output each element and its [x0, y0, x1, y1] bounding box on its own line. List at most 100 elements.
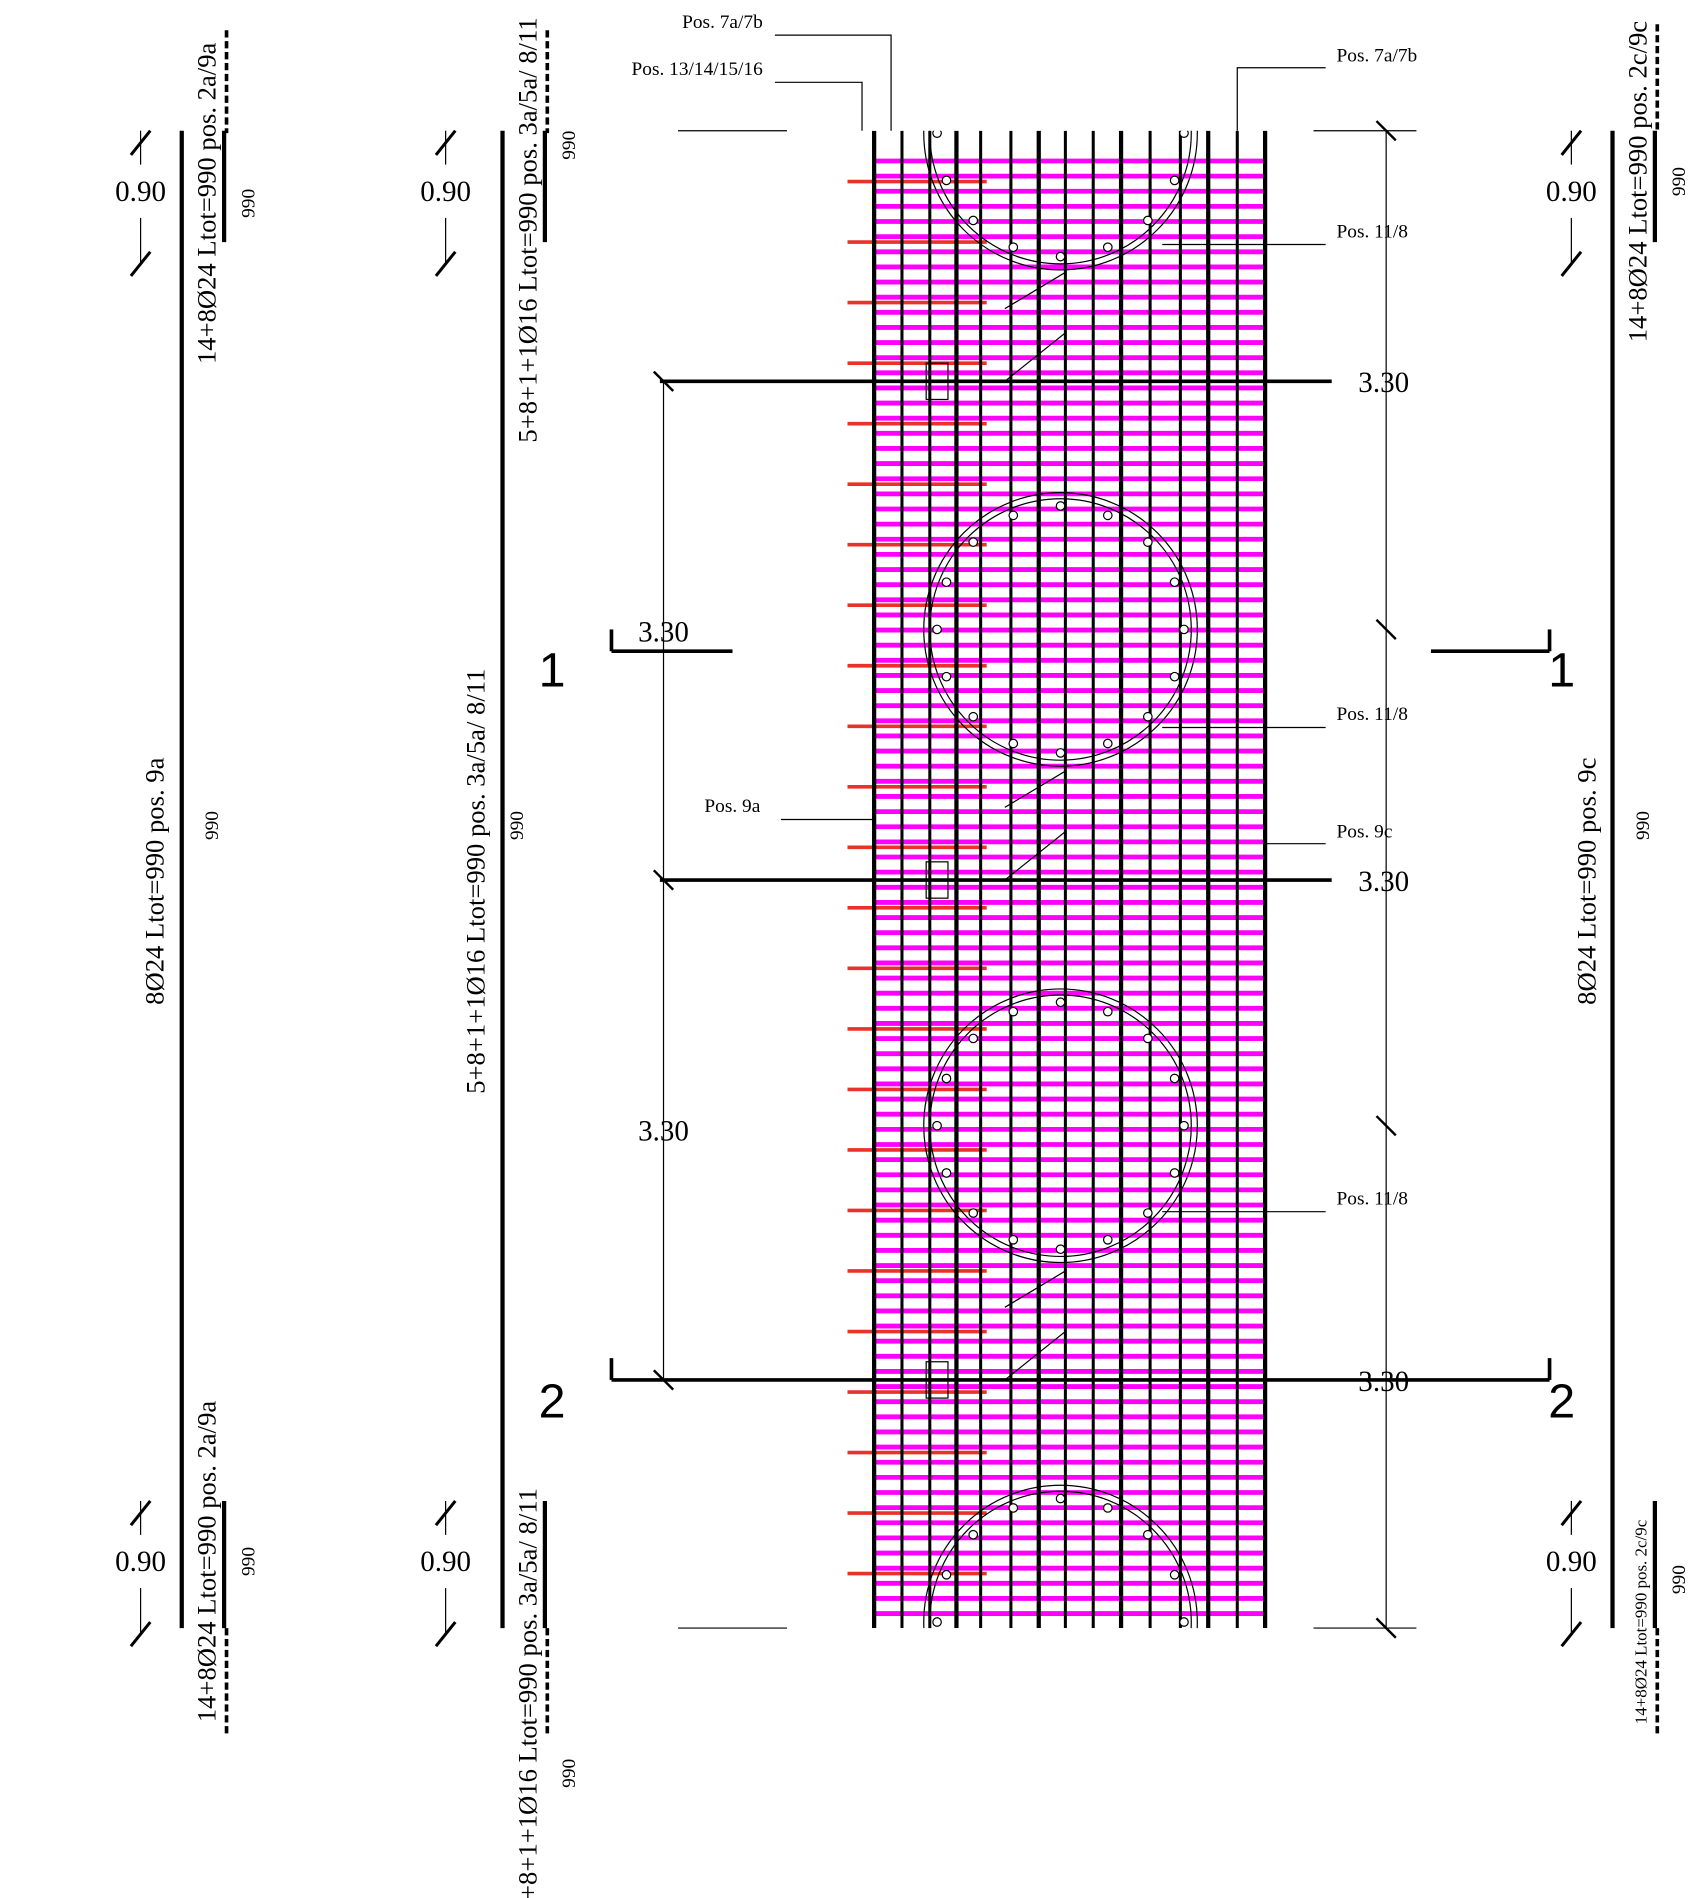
- line: [1560, 1621, 1583, 1648]
- diagonal-bar: [1004, 1269, 1066, 1381]
- pile-bar: [1008, 510, 1019, 521]
- pile-bar: [1055, 501, 1066, 511]
- dimension-lines: [129, 24, 1660, 1738]
- callout: Pos. 13/14/15/16: [632, 59, 764, 80]
- pile: [923, 1484, 1198, 1629]
- line: [1560, 250, 1583, 277]
- bar-label: 8Ø24 Ltot=990 pos. 9a: [140, 757, 170, 1004]
- pile-bar: [1055, 1244, 1066, 1255]
- pile-bar: [1056, 5, 1064, 13]
- section-label: 2: [539, 1374, 566, 1428]
- pile-bar: [1143, 1529, 1153, 1540]
- line: [1375, 1115, 1397, 1137]
- bar-label: 990: [1669, 167, 1690, 196]
- bar-label: 14+8Ø24 Ltot=990 pos. 2c/9c: [1622, 21, 1652, 342]
- dim-label: 0.90: [420, 176, 471, 208]
- line: [434, 1621, 457, 1648]
- pile-bar: [941, 1569, 952, 1580]
- pile-bar: [968, 215, 979, 226]
- pile-bar: [1143, 215, 1153, 226]
- line: [129, 1500, 152, 1527]
- bar-label: 5+8+1+1Ø16 Ltot=990 pos. 3a/5a/ 8/11: [512, 1488, 542, 1898]
- pile-bar: [1144, 42, 1152, 50]
- pile-bar: [1169, 1073, 1180, 1084]
- pile-bar: [969, 42, 977, 50]
- pile-bar: [1055, 251, 1066, 262]
- pile-bar: [968, 1529, 979, 1540]
- pile-bar: [968, 1033, 979, 1044]
- pile-bar: [1104, 15, 1112, 23]
- line: [129, 1621, 152, 1648]
- dim-label: 0.90: [115, 176, 166, 208]
- pile-bar: [1055, 997, 1066, 1008]
- bar-label: 5+8+1+1Ø16 Ltot=990 pos. 3a/5a/ 8/11: [512, 17, 542, 442]
- callout: Pos. 11/8: [1337, 221, 1408, 242]
- pile: [929, 1490, 1192, 1629]
- line: [129, 129, 152, 156]
- bar-label: 14+8Ø24 Ltot=990 pos. 2c/9c: [1631, 1520, 1650, 1724]
- line: [434, 1500, 457, 1527]
- pile-bar: [942, 82, 950, 90]
- pile-bar: [1055, 1493, 1066, 1504]
- dimension: 3.30: [1358, 866, 1409, 898]
- pile-bar: [1179, 624, 1189, 635]
- callout: Pos. 9c: [1337, 822, 1393, 843]
- pile-bar: [1170, 82, 1178, 90]
- dim-label: 0.90: [1546, 1546, 1597, 1578]
- bar-label: 14+8Ø24 Ltot=990 pos. 2a/9a: [192, 42, 222, 364]
- pile-bar: [1055, 748, 1066, 758]
- line: [652, 869, 675, 891]
- section-label: 1: [1548, 643, 1575, 697]
- pile-bar: [968, 537, 979, 547]
- pile-bar: [1008, 242, 1019, 253]
- line: [129, 250, 152, 277]
- dim-label: 0.90: [420, 1546, 471, 1578]
- bar-label: 990: [1669, 1565, 1690, 1594]
- leader-line: [1236, 67, 1326, 131]
- line: [652, 1369, 675, 1391]
- pile-bar: [1143, 1033, 1153, 1044]
- pile-bar: [1104, 1732, 1112, 1740]
- pile-bar: [941, 1168, 952, 1178]
- pile-bar: [941, 577, 952, 588]
- pile-bar: [932, 130, 942, 138]
- pile-bar: [1169, 175, 1180, 186]
- pile-bar: [969, 1705, 977, 1713]
- pile-bar: [941, 671, 952, 682]
- pile-bar: [1102, 1006, 1113, 1017]
- dim-label: 0.90: [1546, 176, 1597, 208]
- pile: [923, 492, 1198, 767]
- line: [434, 129, 457, 156]
- pile-bar: [1009, 15, 1017, 23]
- dim-label: 0.90: [115, 1546, 166, 1578]
- pile-bar: [941, 1073, 952, 1084]
- line: [1560, 129, 1583, 156]
- bar-label: 990: [559, 1759, 580, 1788]
- pile-bar: [1102, 738, 1113, 749]
- pile: [929, 994, 1192, 1258]
- pile-bar: [1179, 1120, 1189, 1131]
- pile-bar: [1169, 1569, 1180, 1580]
- callout: Pos. 11/8: [1337, 1188, 1408, 1209]
- pile-bar: [1169, 1168, 1180, 1178]
- pile-bar: [1170, 1665, 1178, 1673]
- bar-label: 5+8+1+1Ø16 Ltot=990 pos. 3a/5a/ 8/11: [460, 669, 490, 1094]
- pile-bar: [1102, 1234, 1113, 1245]
- line: [1375, 618, 1397, 640]
- pile-bar: [1102, 510, 1113, 521]
- pile-bar: [1144, 1705, 1152, 1713]
- section-label: 1: [539, 643, 566, 697]
- dimension: 3.30: [638, 1115, 689, 1147]
- pile-bar: [1008, 1503, 1019, 1513]
- pile: [923, 130, 1198, 271]
- pile: [923, 988, 1198, 1264]
- pile-bar: [1102, 242, 1113, 253]
- dimension: 3.30: [1358, 367, 1409, 399]
- pile-bar: [1143, 537, 1153, 547]
- diagonal-bar: [1004, 271, 1066, 382]
- pile-bar: [1008, 1006, 1019, 1017]
- callout: Pos. 7a/7b: [1337, 46, 1418, 67]
- pile-bar: [1179, 130, 1189, 138]
